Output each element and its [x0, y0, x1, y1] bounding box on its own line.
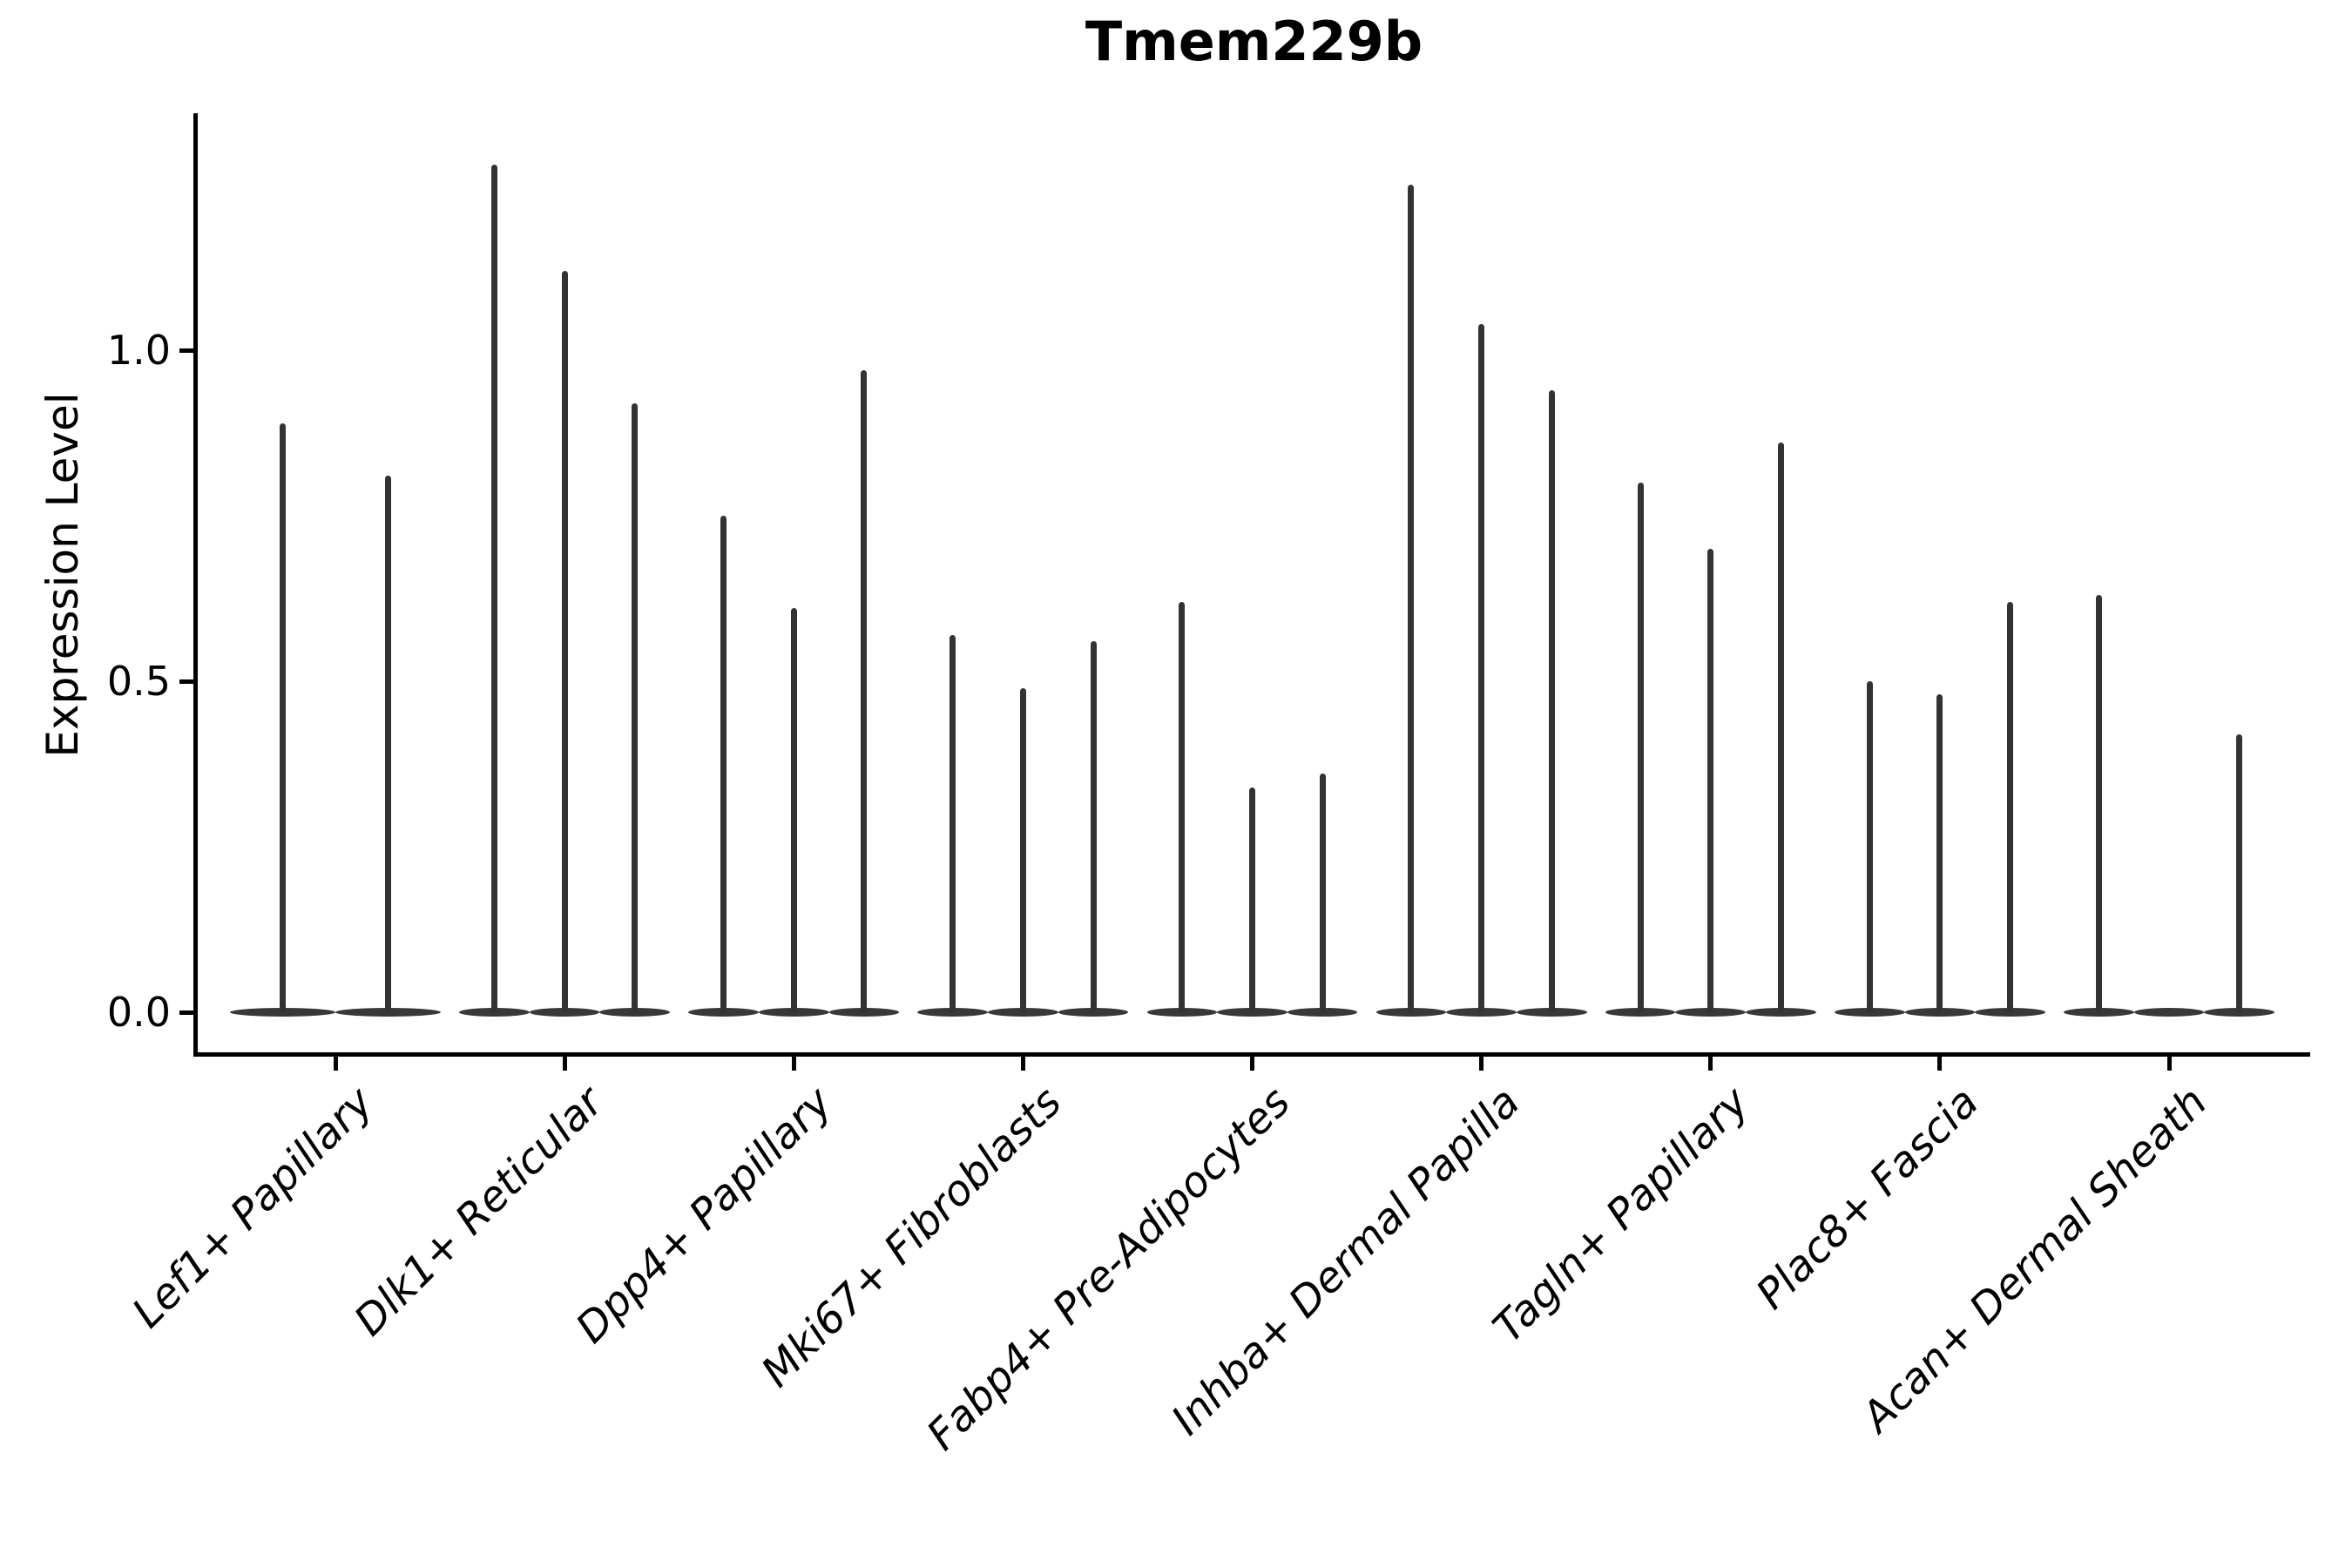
- x-tick-label: Plac8+ Fascia: [1746, 1078, 1988, 1319]
- violin-spike: [1777, 443, 1784, 1012]
- violin-spike: [1019, 687, 1026, 1012]
- violin-spike: [490, 165, 497, 1012]
- y-tick-mark: [179, 1010, 193, 1015]
- violin-base: [1605, 1008, 1676, 1017]
- x-tick-mark: [1708, 1057, 1713, 1071]
- violin-base: [335, 1008, 441, 1017]
- x-tick-label: Lef1+ Papillary: [123, 1078, 383, 1338]
- violin-spike: [950, 634, 956, 1012]
- violin-base: [1217, 1008, 1288, 1017]
- y-tick-label: 0.0: [106, 989, 171, 1036]
- violin-spike: [1707, 549, 1714, 1012]
- y-axis-spine: [193, 113, 198, 1057]
- violin-spike: [1319, 774, 1326, 1012]
- violin-spike: [1179, 601, 1186, 1012]
- violin-spike: [1936, 694, 1943, 1012]
- violin-base: [230, 1008, 335, 1017]
- x-tick-mark: [1020, 1057, 1025, 1071]
- violin-base: [2204, 1008, 2274, 1017]
- violin-base: [1975, 1008, 2045, 1017]
- violin-base: [1446, 1008, 1517, 1017]
- violin-base: [1287, 1008, 1358, 1017]
- violin-base: [599, 1008, 671, 1017]
- violin-base: [1516, 1008, 1587, 1017]
- violin-spike: [385, 476, 391, 1012]
- violin-base: [2064, 1008, 2134, 1017]
- y-tick-label: 0.5: [106, 658, 171, 705]
- y-tick-mark: [179, 679, 193, 684]
- violin-base: [459, 1008, 530, 1017]
- violin-spike: [2095, 595, 2102, 1012]
- x-tick-mark: [2166, 1057, 2172, 1071]
- y-axis-label: Expression Level: [37, 392, 88, 758]
- violin-base: [828, 1008, 900, 1017]
- x-tick-label: Dpp4+ Papillary: [566, 1078, 842, 1353]
- violin-base: [758, 1008, 829, 1017]
- violin-base: [1058, 1008, 1129, 1017]
- violin-spike: [790, 608, 797, 1012]
- y-tick-mark: [179, 348, 193, 353]
- violin-spike: [861, 369, 868, 1012]
- y-tick-label: 1.0: [106, 327, 171, 374]
- violin-base: [688, 1008, 759, 1017]
- violin-spike: [2007, 601, 2014, 1012]
- x-tick-mark: [791, 1057, 796, 1071]
- violin-base: [1834, 1008, 1905, 1017]
- violin-base: [1746, 1008, 1816, 1017]
- violin-spike: [720, 516, 727, 1012]
- violin-base: [529, 1008, 600, 1017]
- violin-spike: [2236, 733, 2243, 1012]
- violin-spike: [1478, 323, 1485, 1012]
- violin-spike: [1548, 389, 1555, 1012]
- violin-base: [1904, 1008, 1976, 1017]
- violin-base: [1375, 1008, 1447, 1017]
- violin-base: [917, 1008, 989, 1017]
- violin-spike: [1408, 185, 1415, 1012]
- x-tick-label: Dlk1+ Reticular: [344, 1078, 612, 1346]
- violin-base: [1146, 1008, 1218, 1017]
- violin-spike: [561, 270, 568, 1012]
- violin-base: [1675, 1008, 1747, 1017]
- plot-title: Tmem229b: [1085, 10, 1423, 73]
- violin-spike: [1090, 641, 1097, 1012]
- x-tick-mark: [1250, 1057, 1254, 1071]
- violin-spike: [632, 402, 639, 1012]
- violin-base: [988, 1008, 1058, 1017]
- x-tick-mark: [1937, 1057, 1943, 1071]
- x-tick-mark: [1479, 1057, 1484, 1071]
- x-axis-spine: [193, 1052, 2310, 1057]
- violin-spike: [1249, 787, 1255, 1012]
- violin-spike: [1637, 483, 1644, 1012]
- x-tick-mark: [562, 1057, 567, 1071]
- violin-spike: [1866, 681, 1873, 1012]
- violin-base: [2133, 1008, 2205, 1017]
- violin-spike: [280, 422, 286, 1012]
- x-tick-mark: [333, 1057, 338, 1071]
- x-tick-label: Tagln+ Papillary: [1484, 1078, 1759, 1353]
